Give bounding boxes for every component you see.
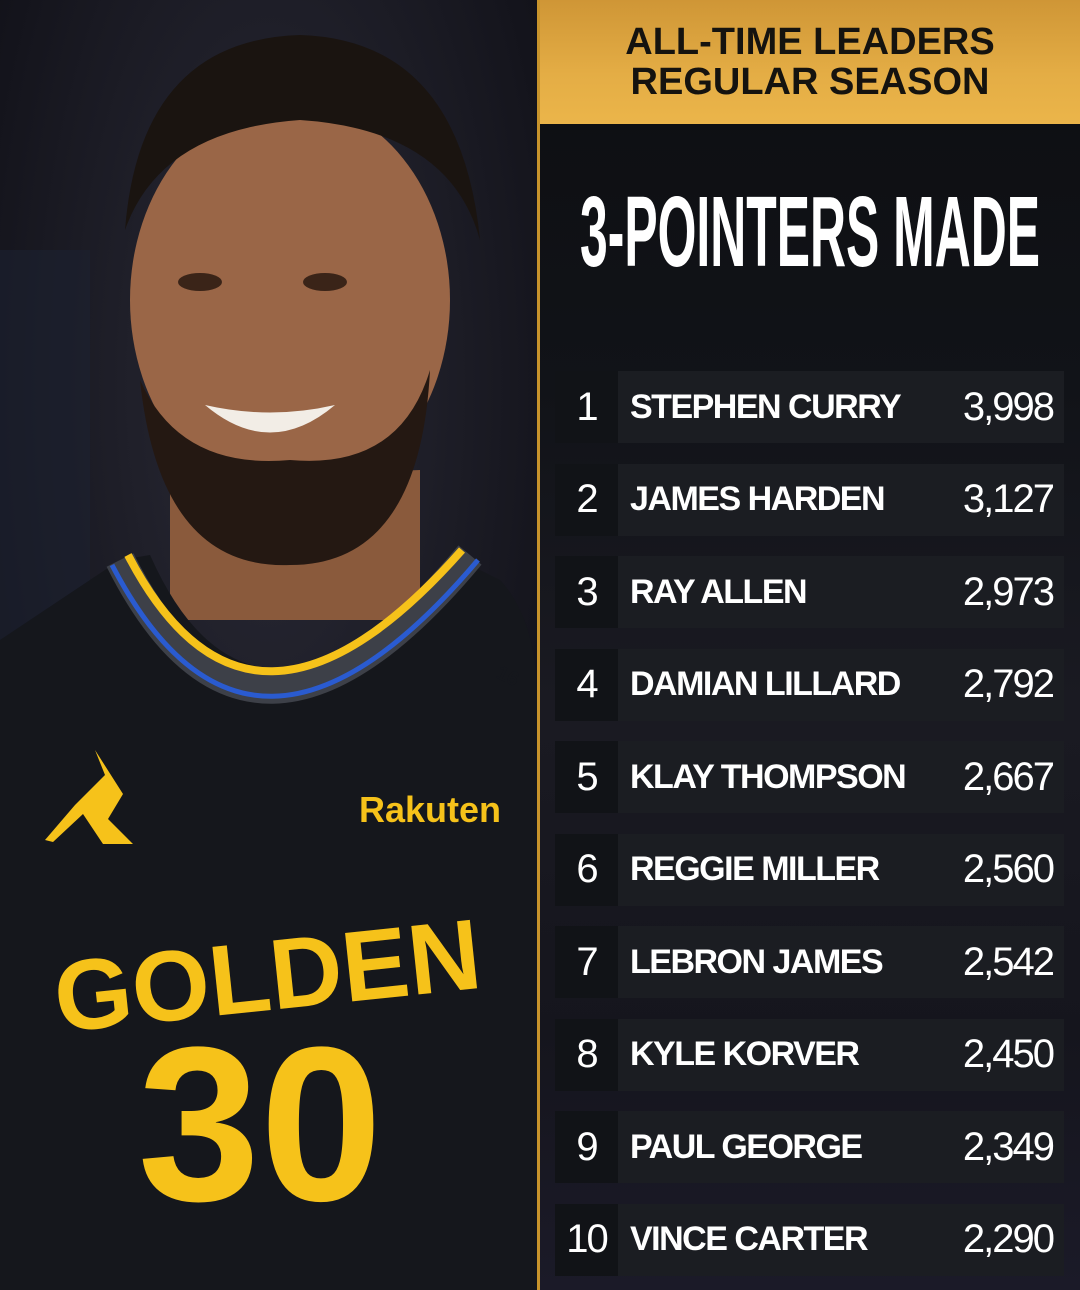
- rank: 4: [555, 648, 618, 721]
- stat-title: 3-POINTERS MADE: [580, 178, 1040, 278]
- sponsor-logo: Rakuten: [359, 789, 501, 830]
- player-name: VINCE CARTER: [630, 1220, 869, 1258]
- player-name: PAUL GEORGE: [630, 1127, 863, 1166]
- rank: 10: [555, 1203, 618, 1276]
- leaders-panel: ALL-TIME LEADERS REGULAR SEASON 3-POINTE…: [540, 0, 1080, 1290]
- three-pointers-made: 3,998: [962, 384, 1055, 429]
- three-pointers-made: 2,349: [962, 1124, 1055, 1169]
- jersey: [0, 555, 537, 1290]
- jersey-number: 30: [138, 1001, 383, 1247]
- rank: 2: [555, 463, 618, 536]
- player-name: LEBRON JAMES: [630, 942, 884, 981]
- leader-row: 5 KLAY THOMPSON 2,667: [555, 741, 1064, 813]
- rank: 9: [555, 1111, 618, 1183]
- stat-title-text: 3-POINTERS MADE: [580, 178, 1040, 278]
- jumpman-logo: [45, 750, 133, 844]
- three-pointers-made: 2,667: [962, 754, 1055, 799]
- header-line-1: ALL-TIME LEADERS: [625, 21, 995, 63]
- gold-divider: [537, 0, 540, 1290]
- three-pointers-made: 3,127: [962, 477, 1055, 521]
- player-name: KYLE KORVER: [630, 1035, 860, 1073]
- player-name: REGGIE MILLER: [630, 850, 880, 888]
- three-pointers-made: 2,450: [962, 1032, 1055, 1076]
- player-name: JAMES HARDEN: [630, 480, 886, 518]
- leader-row: 4 DAMIAN LILLARD 2,792: [555, 648, 1064, 721]
- rank: 1: [555, 371, 618, 443]
- header-line-2: REGULAR SEASON: [630, 61, 990, 103]
- leader-row: 2 JAMES HARDEN 3,127: [555, 463, 1064, 536]
- three-pointers-made: 2,792: [962, 662, 1055, 706]
- rank: 6: [555, 833, 618, 906]
- rank: 5: [555, 741, 618, 813]
- leader-row: 1 STEPHEN CURRY 3,998: [555, 371, 1064, 443]
- leader-row: 9 PAUL GEORGE 2,349: [555, 1111, 1064, 1183]
- three-pointers-made: 2,973: [962, 569, 1055, 614]
- leader-row: 6 REGGIE MILLER 2,560: [555, 833, 1064, 906]
- rank: 8: [555, 1018, 618, 1091]
- player-name: KLAY THOMPSON: [630, 757, 907, 796]
- three-pointers-made: 2,290: [962, 1217, 1055, 1261]
- three-pointers-made: 2,560: [962, 847, 1055, 891]
- leader-row: 10 VINCE CARTER 2,290: [555, 1203, 1064, 1276]
- three-pointers-made: 2,542: [962, 939, 1055, 984]
- player-name: DAMIAN LILLARD: [630, 665, 901, 703]
- player-name: STEPHEN CURRY: [630, 387, 902, 426]
- leader-row: 3 RAY ALLEN 2,973: [555, 556, 1064, 628]
- header-banner: ALL-TIME LEADERS REGULAR SEASON: [540, 0, 1080, 124]
- rank: 3: [555, 556, 618, 628]
- leader-row: 7 LEBRON JAMES 2,542: [555, 926, 1064, 998]
- player-photo: Rakuten 16 GOLDEN 30: [0, 0, 537, 1290]
- rank: 7: [555, 926, 618, 998]
- leader-row: 8 KYLE KORVER 2,450: [555, 1018, 1064, 1091]
- player-name: RAY ALLEN: [630, 572, 808, 611]
